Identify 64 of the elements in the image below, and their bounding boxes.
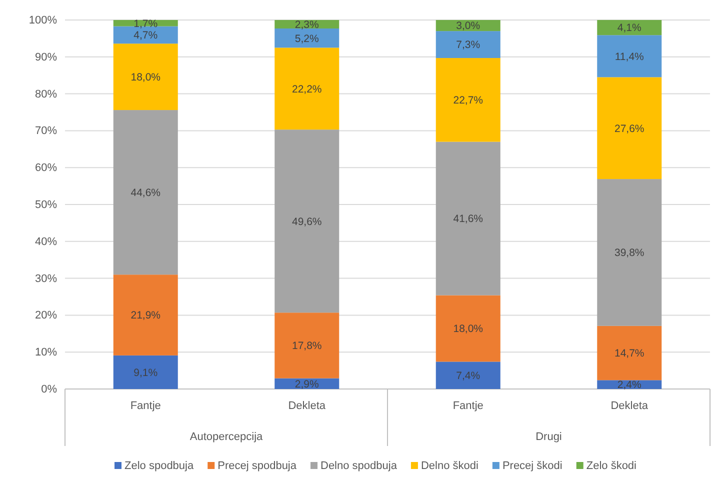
y-tick-label: 40% [34, 236, 58, 248]
data-label: 5,2% [294, 32, 319, 45]
legend-label: Zelo spodbuja [124, 460, 194, 472]
data-label: 41,6% [453, 213, 484, 226]
y-tick-label: 50% [34, 199, 58, 212]
data-label: 21,9% [130, 310, 161, 322]
data-label: 7,4% [456, 370, 480, 382]
data-label: 27,6% [614, 122, 644, 135]
bar [436, 31, 500, 58]
bar [113, 110, 178, 275]
y-tick-label: 30% [34, 272, 58, 285]
y-tick-label: 80% [34, 88, 58, 100]
y-tick-label: 70% [34, 125, 58, 138]
y-tick-label: 60% [34, 162, 58, 174]
data-label: 7,3% [456, 39, 480, 52]
data-label: 14,7% [614, 348, 644, 360]
bar [436, 142, 500, 296]
legend-label: Precej spodbuja [218, 460, 298, 472]
data-label: 4,7% [134, 30, 158, 42]
data-label: 18,0% [130, 72, 161, 84]
y-tick-label: 10% [34, 346, 58, 359]
data-label: 9,1% [134, 366, 158, 379]
data-label: 3,0% [456, 20, 480, 32]
bar [113, 274, 178, 356]
legend-label: Zelo škodi [586, 460, 636, 472]
bar [597, 35, 662, 78]
data-label: 22,2% [292, 83, 322, 96]
x-tick-label: Fantje [452, 400, 484, 412]
bar [274, 312, 340, 378]
bar [113, 44, 178, 110]
data-label: 39,8% [614, 247, 644, 260]
y-tick-label: 0% [41, 384, 58, 396]
bar [274, 48, 340, 130]
bar [436, 295, 500, 362]
bar [597, 77, 662, 180]
data-label: 17,8% [292, 340, 322, 352]
bar [597, 326, 662, 380]
bar [274, 28, 340, 48]
data-label: 4,1% [617, 22, 642, 34]
legend-label: Delno spodbuja [320, 460, 398, 472]
data-label: 22,7% [453, 94, 484, 107]
data-label: 44,6% [130, 187, 161, 199]
bar [436, 58, 500, 142]
bar [597, 20, 662, 36]
y-tick-label: 90% [34, 51, 58, 64]
text: Drugi [536, 431, 562, 443]
data-label: 2,9% [294, 378, 319, 390]
y-tick-label: 100% [28, 14, 58, 27]
legend-label: Delno škodi [420, 460, 478, 472]
bar [274, 130, 340, 313]
x-tick-label: Fantje [130, 400, 161, 412]
data-label: 11,4% [614, 50, 644, 63]
bar [597, 179, 662, 326]
bar [436, 362, 500, 389]
bar [113, 355, 178, 389]
text: Autopercepcija [190, 431, 264, 443]
y-tick-label: 20% [34, 310, 58, 322]
x-tick-label: Dekleta [610, 400, 649, 412]
data-label: 2,3% [294, 18, 319, 31]
data-label: 18,0% [453, 323, 484, 336]
x-tick-label: Dekleta [288, 400, 326, 412]
data-label: 49,6% [292, 216, 322, 228]
data-label: 2,4% [617, 379, 642, 392]
legend-label: Precej škodi [502, 460, 562, 472]
